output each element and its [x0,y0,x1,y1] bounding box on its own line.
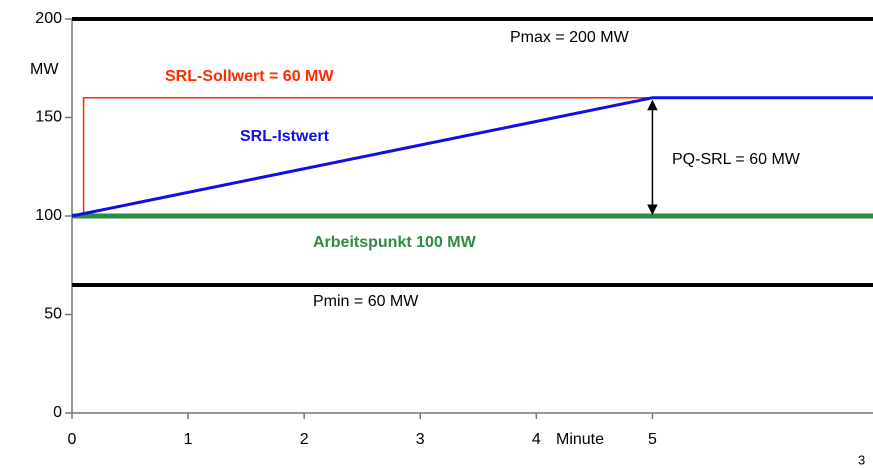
series-label: Arbeitspunkt 100 MW [313,234,477,251]
x-axis-label: Minute [556,431,604,448]
series-label: SRL-Sollwert = 60 MW [165,68,334,85]
x-tick-label: 0 [68,431,77,448]
slide-number: 3 [858,452,865,467]
y-tick-label: 100 [35,207,62,224]
series-label: SRL-Istwert [240,128,330,145]
y-tick-label: 50 [44,306,62,323]
series-label: Pmax = 200 MW [510,29,630,46]
x-tick-label: 5 [648,431,657,448]
x-tick-label: 4 [532,431,541,448]
y-tick-label: 150 [35,109,62,126]
series-label: Pmin = 60 MW [313,293,419,310]
y-axis-label: MW [30,61,59,78]
annotation: PQ-SRL = 60 MW [672,151,801,168]
x-tick-label: 2 [300,431,309,448]
series-line [71,96,873,218]
x-tick-label: 3 [416,431,425,448]
x-tick-label: 1 [184,431,193,448]
y-tick-label: 0 [53,404,62,421]
series-line [82,97,873,216]
y-tick-label: 200 [35,10,62,27]
